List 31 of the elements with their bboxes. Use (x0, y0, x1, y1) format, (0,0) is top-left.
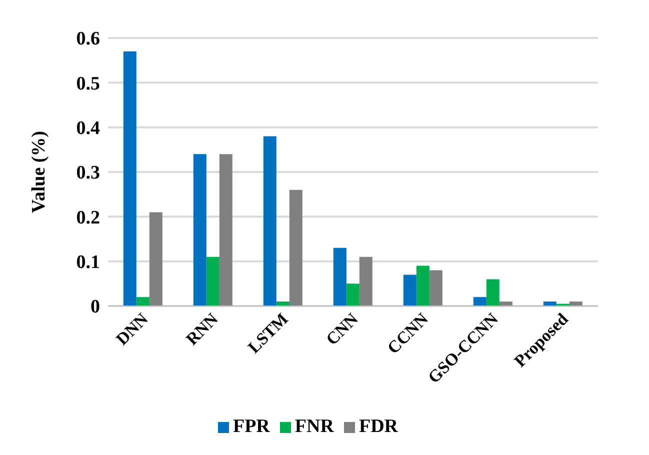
legend-label: FDR (358, 416, 398, 437)
legend-label: FNR (294, 416, 334, 437)
bar (149, 212, 162, 306)
bar (346, 284, 360, 306)
y-tick-label: 0.6 (76, 28, 100, 50)
bar (289, 190, 302, 306)
bar (219, 154, 232, 306)
bar (569, 302, 582, 306)
y-axis-title: Value (%) (28, 130, 50, 214)
bar (136, 297, 150, 306)
bar (543, 302, 556, 306)
bar (193, 154, 206, 306)
legend-label: FPR (232, 416, 270, 437)
y-tick-label: 0.4 (76, 118, 100, 140)
y-tick-label: 0.5 (76, 73, 100, 94)
bar (403, 274, 416, 306)
bar (263, 136, 276, 306)
bar (486, 279, 500, 306)
bar (123, 51, 136, 306)
bar (276, 302, 290, 306)
y-tick-label: 0.1 (76, 252, 100, 274)
y-tick-label: 0.2 (76, 207, 100, 228)
bar (359, 256, 372, 306)
bar (429, 270, 442, 306)
bar (333, 248, 346, 306)
bar (416, 266, 430, 306)
y-tick-label: 0 (90, 296, 100, 318)
bar (206, 256, 220, 306)
y-tick-label: 0.3 (76, 162, 100, 184)
bar (473, 297, 486, 306)
bar (499, 302, 512, 306)
